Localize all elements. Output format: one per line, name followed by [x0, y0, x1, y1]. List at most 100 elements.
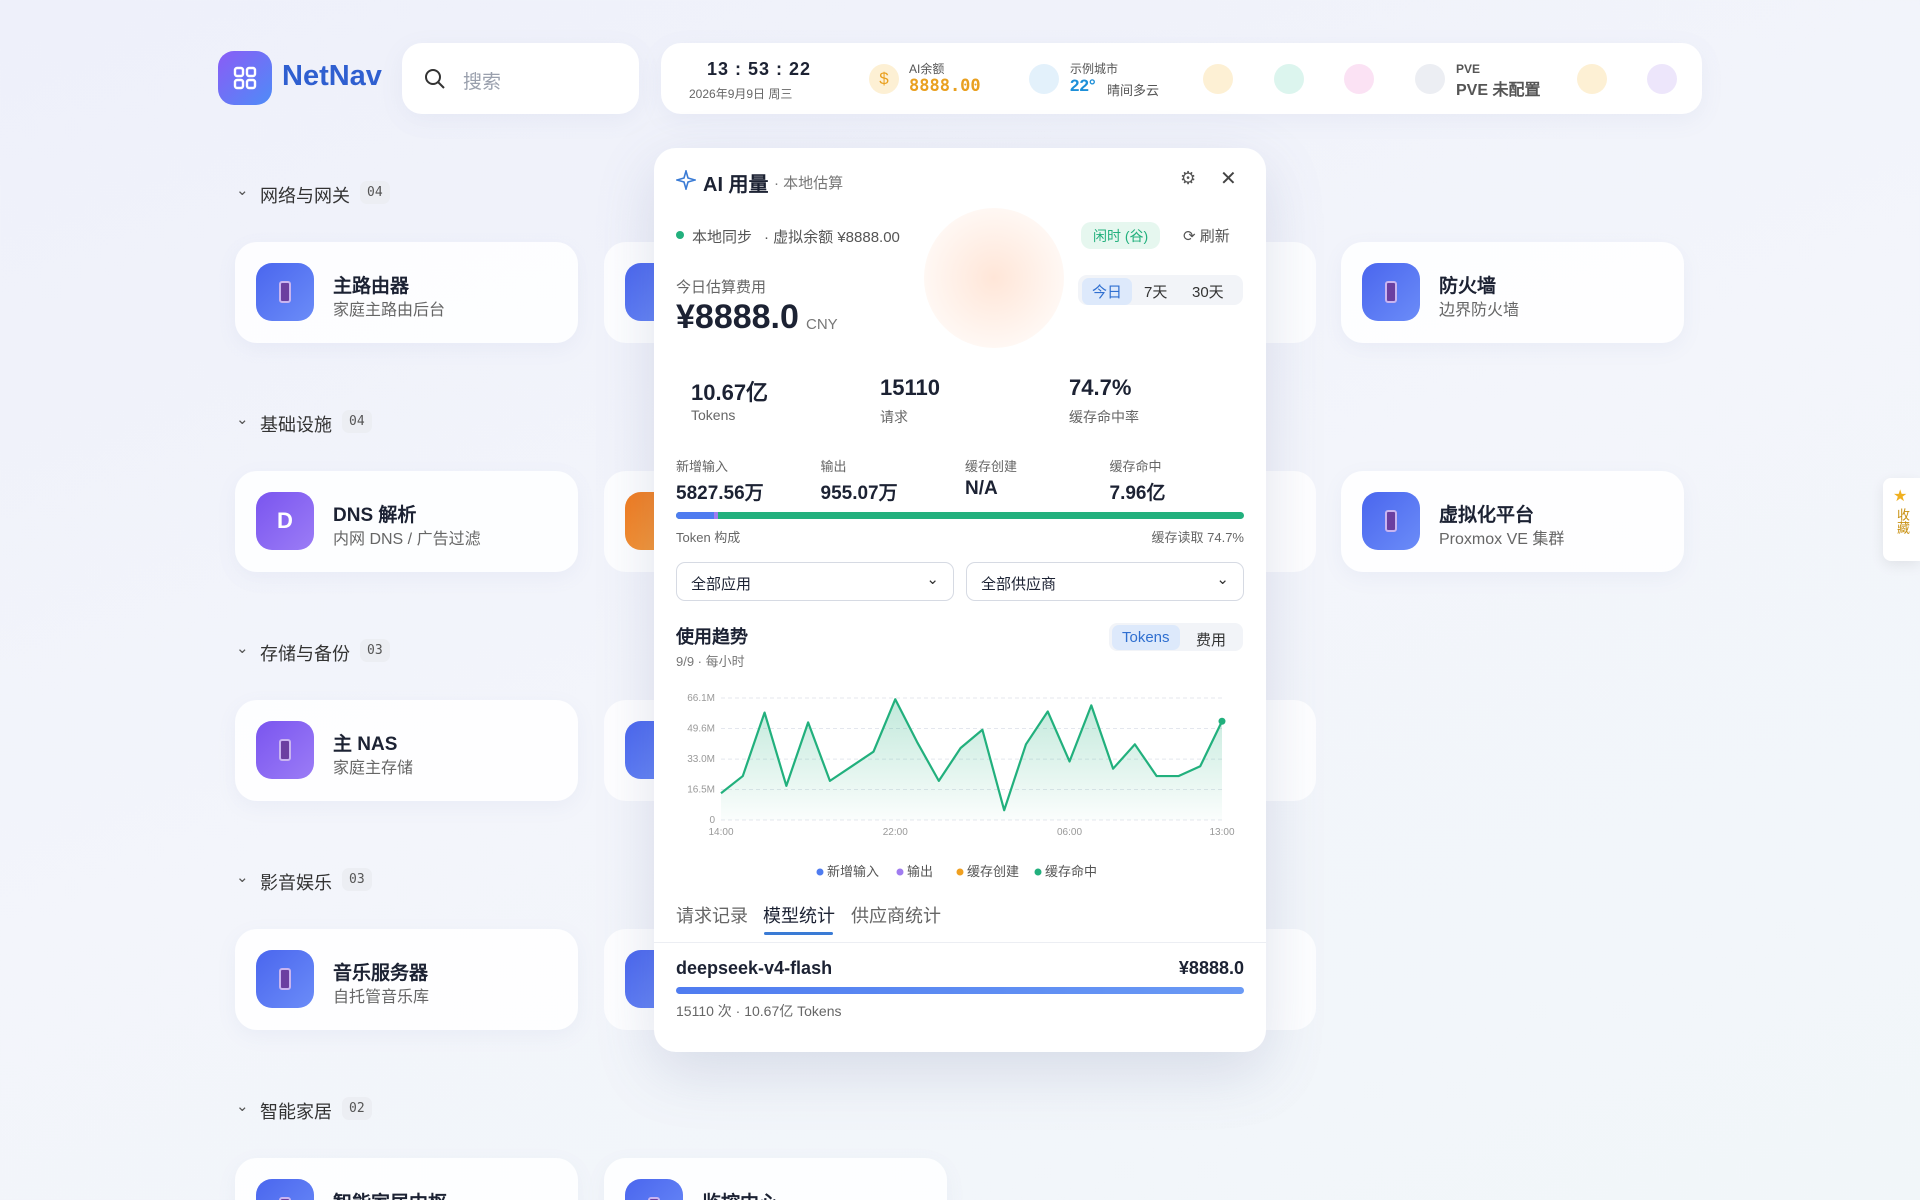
x-tick-label: 14:00: [708, 827, 733, 838]
service-card[interactable]: 智能家居中枢: [235, 1158, 578, 1200]
service-desc: 边界防火墙: [1439, 302, 1520, 319]
filter-select[interactable]: 全部供应商 ⌄: [966, 562, 1244, 601]
panel-tab[interactable]: 供应商统计: [851, 906, 941, 926]
search-icon: [425, 69, 445, 89]
stat-label: Tokens: [691, 407, 736, 423]
notifications-button[interactable]: [1577, 64, 1607, 94]
legend-label: 缓存命中: [1045, 864, 1097, 879]
cost-value: ¥8888.0: [676, 298, 799, 336]
service-name: 防火墙: [1439, 276, 1497, 297]
model-cost: ¥8888.0: [1178, 958, 1244, 978]
ai-usage-panel: AI 用量 · 本地估算 ⚙ ✕ 本地同步 · 虚拟余额 ¥8888.00 闲时…: [654, 148, 1266, 1052]
breakdown-label: 缓存创建: [965, 459, 1018, 474]
model-cost-bar: [676, 987, 1244, 994]
files-button[interactable]: [1274, 64, 1304, 94]
legend-label: 新增输入: [827, 864, 879, 879]
composition-label: Token 构成: [676, 530, 741, 545]
filter-label: 全部供应商: [981, 576, 1057, 593]
balance-label: AI余额: [909, 62, 945, 76]
close-button[interactable]: ✕: [1220, 168, 1237, 190]
search-box[interactable]: 搜索: [402, 43, 639, 114]
range-tab[interactable]: 7天: [1144, 284, 1168, 301]
legend-dot: [896, 868, 904, 876]
refresh-button[interactable]: ⟳ 刷新: [1183, 228, 1230, 245]
service-icon: [256, 721, 314, 779]
service-card[interactable]: 虚拟化平台 Proxmox VE 集群: [1341, 471, 1684, 572]
service-icon: [1362, 263, 1420, 321]
range-tab[interactable]: 今日: [1082, 278, 1133, 305]
stat-label: 缓存命中率: [1069, 409, 1139, 425]
stat-value: 10.67亿: [691, 380, 769, 405]
dropdown-arrow: ⌄: [1216, 571, 1229, 588]
gallery-button[interactable]: [1344, 64, 1374, 94]
virtual-balance: · 虚拟余额 ¥8888.00: [764, 229, 900, 246]
notes-button[interactable]: [1203, 64, 1233, 94]
server-glyph: [279, 968, 291, 990]
service-card[interactable]: D DNS 解析 内网 DNS / 广告过滤: [235, 471, 578, 572]
filter-settings-button[interactable]: ⚙: [1180, 168, 1197, 188]
service-card[interactable]: 监控中心: [604, 1158, 947, 1200]
server-glyph: [279, 1197, 291, 1200]
stat-label: 请求: [880, 409, 908, 425]
metric-tab[interactable]: 费用: [1196, 632, 1227, 649]
server-glyph: [279, 281, 291, 303]
legend-label: 缓存创建: [967, 864, 1019, 879]
trend-title: 使用趋势: [676, 627, 748, 647]
y-tick-label: 66.1M: [687, 693, 715, 704]
clock-time: 13 : 53 : 22: [707, 59, 812, 79]
model-name: deepseek-v4-flash: [676, 958, 833, 978]
status-pill: 闲时 (谷): [1081, 222, 1161, 249]
search-placeholder: 搜索: [463, 72, 502, 93]
service-card[interactable]: 主 NAS 家庭主存储: [235, 700, 578, 801]
breakdown-label: 缓存命中: [1109, 459, 1162, 474]
section-title: 影音娱乐: [260, 873, 332, 893]
service-desc: 内网 DNS / 广告过滤: [333, 531, 481, 548]
section-title: 基础设施: [260, 415, 332, 435]
area: [721, 699, 1222, 820]
filter-select[interactable]: 全部应用 ⌄: [676, 562, 954, 601]
section-title: 网络与网关: [260, 186, 350, 206]
brand: NetNav: [282, 60, 382, 92]
settings-button[interactable]: [1647, 64, 1677, 94]
pve-label: PVE: [1456, 62, 1481, 76]
usage-chart: 0 16.5M 33.0M 49.6M 66.1M 14:00 22:00 06:00 13:0…: [687, 693, 1235, 879]
server-glyph: [648, 1197, 660, 1200]
service-icon: D: [256, 492, 314, 550]
service-name: 主路由器: [333, 276, 410, 297]
stat-value: 74.7%: [1069, 375, 1132, 400]
logo[interactable]: [218, 51, 272, 105]
section-count: 03: [360, 639, 390, 662]
favorites-tab[interactable]: ★ 收藏: [1883, 478, 1920, 561]
service-card[interactable]: 主路由器 家庭主路由后台: [235, 242, 578, 343]
service-card[interactable]: 防火墙 边界防火墙: [1341, 242, 1684, 343]
server-glyph: [279, 739, 291, 761]
service-card[interactable]: 音乐服务器 自托管音乐库: [235, 929, 578, 1030]
cost-label: 今日估算费用: [676, 279, 767, 296]
y-tick-label: 33.0M: [687, 754, 715, 765]
breakdown-value: 5827.56万: [676, 483, 764, 504]
panel-subtitle: · 本地估算: [774, 175, 844, 192]
section-count: 04: [360, 181, 390, 204]
section-count: 03: [342, 868, 372, 891]
cache-read: 缓存读取 74.7%: [1151, 530, 1244, 545]
composition-bar: [676, 512, 1244, 519]
weather-temp: 22°: [1070, 76, 1096, 95]
range-tab[interactable]: 30天: [1192, 284, 1224, 301]
section-title: 存储与备份: [260, 644, 350, 664]
weather-desc: 晴间多云: [1107, 83, 1160, 98]
pve-status: PVE 未配置: [1456, 82, 1541, 99]
service-name: 监控中心: [702, 1188, 778, 1200]
sync-label: 本地同步: [692, 229, 753, 246]
panel-tab[interactable]: 模型统计: [763, 906, 835, 926]
currency: CNY: [806, 316, 838, 333]
favorites-star: ★: [1893, 488, 1908, 505]
weather-icon: [1029, 64, 1059, 94]
metric-tab[interactable]: Tokens: [1112, 625, 1180, 650]
server-glyph: [1385, 281, 1397, 303]
sync-dot: [676, 231, 684, 239]
service-icon: [256, 950, 314, 1008]
panel-tab[interactable]: 请求记录: [676, 906, 748, 926]
chevron: ⌄: [236, 411, 249, 428]
server-glyph: [1385, 510, 1397, 532]
